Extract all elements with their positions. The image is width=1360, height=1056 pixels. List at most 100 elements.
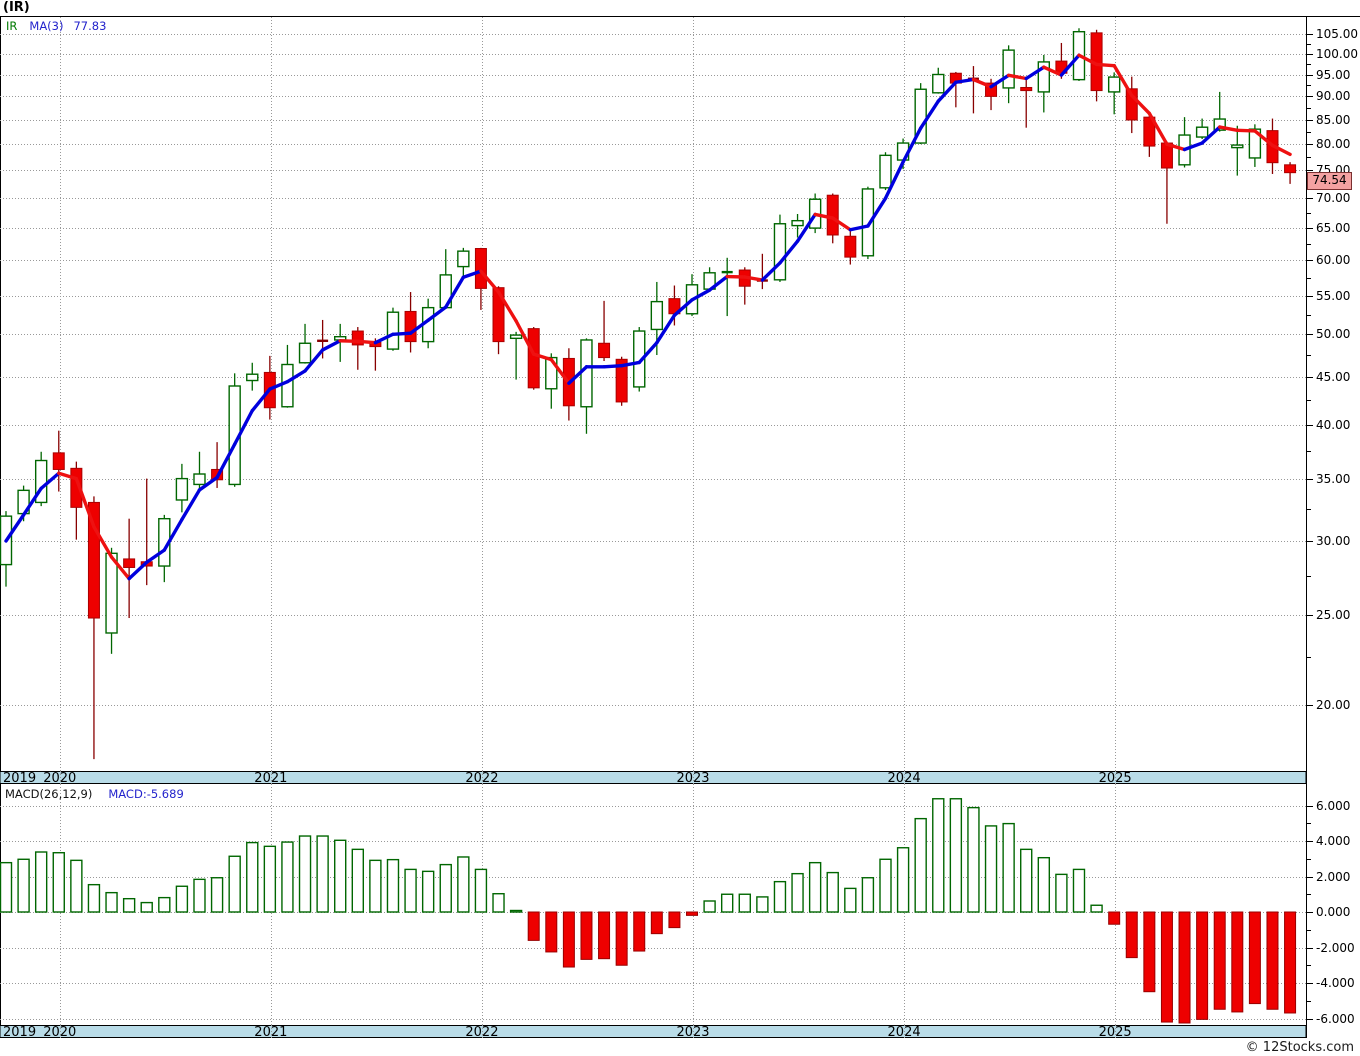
macd-bar-positive [193,878,206,913]
axis-tick [1307,43,1311,45]
axis-tick [1307,876,1313,878]
year-label-2019: 2019 [3,771,36,784]
footer-credit: © 12Stocks.com [1245,1040,1354,1055]
ma3-segment [1094,62,1116,68]
macd-bar-positive [34,851,48,913]
axis-tick [1307,53,1313,55]
axis-tick [1307,894,1311,896]
year-label-2025: 2025 [1099,1025,1132,1038]
candle-body-up [879,154,892,189]
ma3-segment [813,212,835,220]
price-tick-label: 20.00 [1316,698,1351,713]
axis-tick [1307,576,1311,578]
macd-bar-positive [281,841,294,913]
price-tick-label: 60.00 [1316,253,1351,268]
macd-bar-positive [228,855,241,913]
macd-chart-panel[interactable] [0,784,1306,1025]
ma3-segment [197,475,219,492]
macd-bar-positive [369,859,382,913]
ma3-segment [655,313,677,345]
axis-tick [1307,334,1313,336]
candle-body-down [70,467,83,508]
axis-tick [1307,947,1313,949]
candle-doji-dash [721,270,733,274]
candle-body-up [175,477,189,501]
year-strip-band [0,771,1306,784]
macd-bar-positive [791,872,804,913]
axis-tick [1307,614,1313,616]
year-label-2023: 2023 [676,1025,709,1038]
year-axis-strip-bottom: 2019 2020 2021 2022 2023 2024 2025 [0,1025,1306,1038]
axis-tick [1307,450,1311,452]
axis-tick [1307,63,1311,65]
candle-body-down [1143,116,1156,147]
macd-value-label: MACD:-5.689 [108,787,184,801]
ma3-segment [1182,141,1204,152]
macd-bar-positive [263,845,277,913]
candle-body-down [1020,86,1033,92]
ma3-segment [1218,125,1240,132]
macd-bar-negative [527,911,540,941]
macd-bar-positive [105,891,118,913]
macd-bar-positive [1055,873,1068,913]
candle-body-up [1213,118,1226,131]
macd-bar-positive [210,877,224,913]
candle-body-down [598,342,611,359]
macd-header: MACD(26,12,9) MACD:-5.689 [5,787,184,801]
axis-tick [1307,85,1311,87]
macd-bar-negative [1143,911,1156,993]
macd-bar-positive [967,806,980,913]
year-axis-strip-top: 2019 2020 2021 2022 2023 2024 2025 [0,771,1306,784]
ma3-segment [1147,111,1169,146]
axis-tick [1307,929,1311,931]
year-strip-canvas: 2019 2020 2021 2022 2023 2024 2025 [0,1025,1306,1038]
price-chart-panel[interactable] [0,17,1306,771]
axis-tick [1307,170,1313,172]
axis-tick [1307,478,1313,480]
chart-legend: IR MA(3) 77.83 [6,19,106,33]
ma3-segment [426,305,448,322]
macd-bar-positive [720,893,734,913]
ma3-segment [848,224,870,232]
macd-bar-negative [615,911,628,966]
candle-body-up [105,552,118,634]
ma3-segment [373,332,395,345]
macd-chart-canvas [0,784,1306,1025]
candle-body-up [932,73,945,94]
candle-body-down [87,501,100,619]
macd-bar-negative [1196,911,1209,1020]
macd-bar-positive [70,859,83,913]
macd-bar-positive [298,835,312,913]
price-tick-label: 50.00 [1316,327,1351,342]
year-label-2022: 2022 [465,1025,498,1038]
year-label-2025: 2025 [1099,771,1132,784]
ma3-segment [1006,73,1028,81]
macd-bar-negative [580,911,593,960]
axis-tick [1307,376,1313,378]
axis-tick [1307,228,1313,230]
year-strip-band [0,1025,1306,1038]
axis-tick [1307,260,1313,262]
ma3-segment [567,365,589,385]
price-tick-label: 70.00 [1316,191,1351,206]
candle-body-down [826,194,839,236]
ma3-segment [1042,65,1064,77]
macd-bar-positive [122,897,136,913]
ma3-segment [444,275,466,309]
ma3-segment [954,77,976,84]
ma3-segment [180,488,202,522]
ma3-segment [127,560,149,581]
candle-body-up [791,219,804,227]
candle-body-up [861,188,875,257]
ma3-segment [285,369,307,384]
year-label-2024: 2024 [888,1025,921,1038]
ma3-segment [936,80,958,103]
legend-symbol: IR [6,19,18,33]
ma3-segment [1112,63,1134,98]
legend-ma-value: 77.83 [73,19,107,33]
ma3-segment [338,339,360,344]
macd-bar-positive [439,863,452,913]
ma3-segment [391,331,413,336]
year-label-2024: 2024 [888,771,921,784]
ma3-segment [672,298,694,317]
